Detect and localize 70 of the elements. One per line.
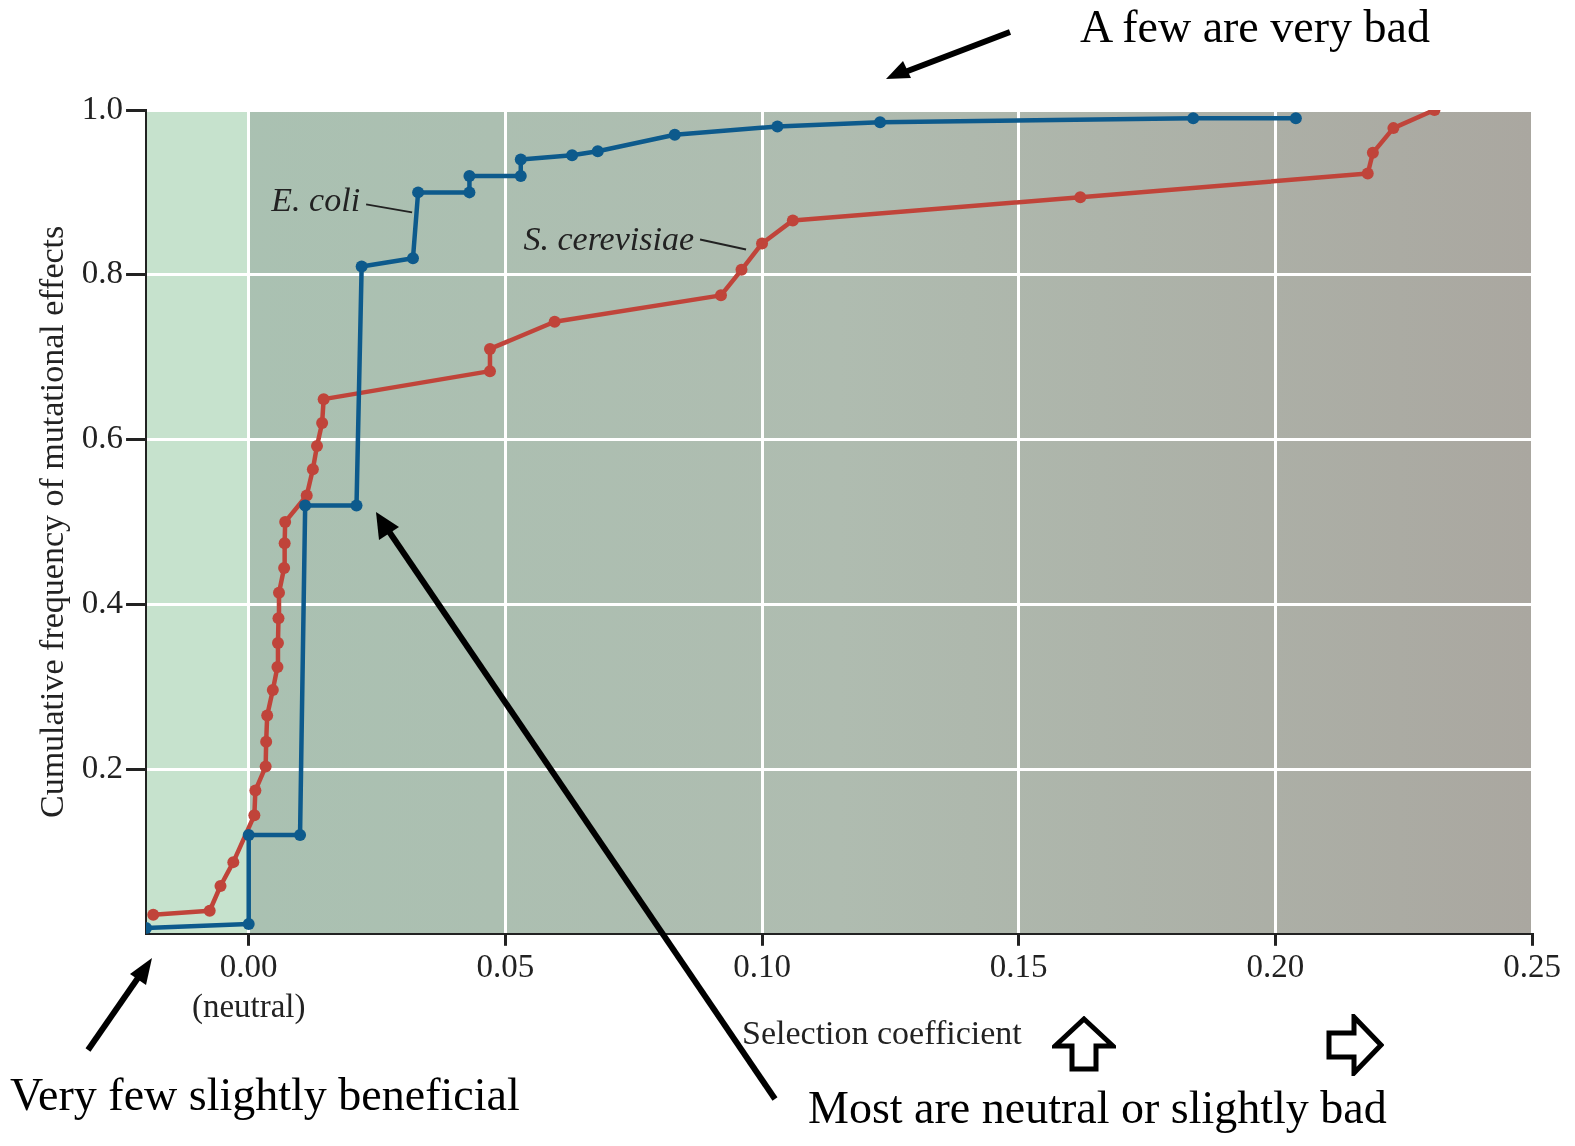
- y-tick-label: 0.8: [81, 254, 124, 291]
- point: [350, 499, 363, 512]
- point: [306, 463, 319, 476]
- point: [271, 660, 284, 673]
- point: [272, 612, 285, 625]
- point: [406, 252, 419, 265]
- point: [317, 393, 330, 406]
- point: [273, 586, 285, 599]
- point: [294, 828, 307, 841]
- point: [1074, 191, 1087, 204]
- point: [463, 169, 476, 182]
- point: [259, 760, 272, 773]
- point: [714, 289, 727, 302]
- point: [278, 562, 291, 575]
- point: [227, 856, 240, 869]
- point: [566, 149, 579, 162]
- point: [874, 116, 887, 129]
- point: [756, 237, 769, 250]
- point: [735, 263, 748, 276]
- point: [214, 880, 227, 893]
- point: [248, 809, 261, 822]
- point: [463, 186, 476, 199]
- text: Very few slightly beneficial: [10, 1069, 520, 1121]
- x-tick-label: 0.25: [1503, 948, 1561, 985]
- point: [591, 145, 604, 158]
- point: [242, 917, 255, 930]
- x-tick-label: 0.10: [733, 948, 791, 985]
- point: [261, 709, 274, 722]
- point: [299, 499, 312, 512]
- point: [514, 169, 527, 182]
- point: [1361, 167, 1374, 180]
- series-label: S. cerevisiae: [523, 220, 695, 258]
- point: [771, 120, 784, 133]
- x-tick-label: 0.15: [989, 948, 1048, 985]
- point: [1289, 112, 1302, 125]
- point: [548, 315, 561, 328]
- point: [300, 489, 313, 502]
- point: [355, 260, 368, 273]
- x-axis-title: Selection coefficient: [742, 1014, 1022, 1052]
- point: [668, 128, 681, 141]
- y-tick-label: 0.2: [81, 748, 124, 785]
- point: [514, 153, 527, 166]
- series-label: E. coli: [270, 181, 361, 219]
- point: [266, 683, 279, 696]
- point: [1366, 146, 1379, 159]
- point: [279, 515, 292, 528]
- point: [483, 365, 496, 378]
- point: [1387, 122, 1400, 135]
- point: [278, 537, 291, 550]
- point: [260, 735, 273, 748]
- point: [249, 784, 262, 797]
- text: Most are neutral or slightly bad: [808, 1082, 1387, 1134]
- point: [412, 186, 425, 199]
- x-tick-label: 0.05: [476, 948, 535, 985]
- point: [271, 637, 284, 649]
- point: [147, 908, 160, 921]
- point: [310, 440, 323, 453]
- point: [483, 342, 496, 355]
- x-tick-label: 0.00 (neutral): [191, 948, 306, 1025]
- text: A few are very bad: [1080, 1, 1430, 53]
- point: [786, 214, 799, 227]
- y-tick-label: 1.0: [81, 89, 124, 126]
- point: [1187, 112, 1200, 125]
- point: [203, 904, 216, 917]
- y-axis-title: Cumulative frequency of mutational effects: [33, 225, 71, 819]
- point: [242, 828, 255, 841]
- x-tick-label: 0.20: [1246, 948, 1305, 985]
- y-tick-label: 0.6: [81, 419, 124, 456]
- y-tick-label: 0.4: [81, 583, 124, 620]
- point: [316, 417, 329, 430]
